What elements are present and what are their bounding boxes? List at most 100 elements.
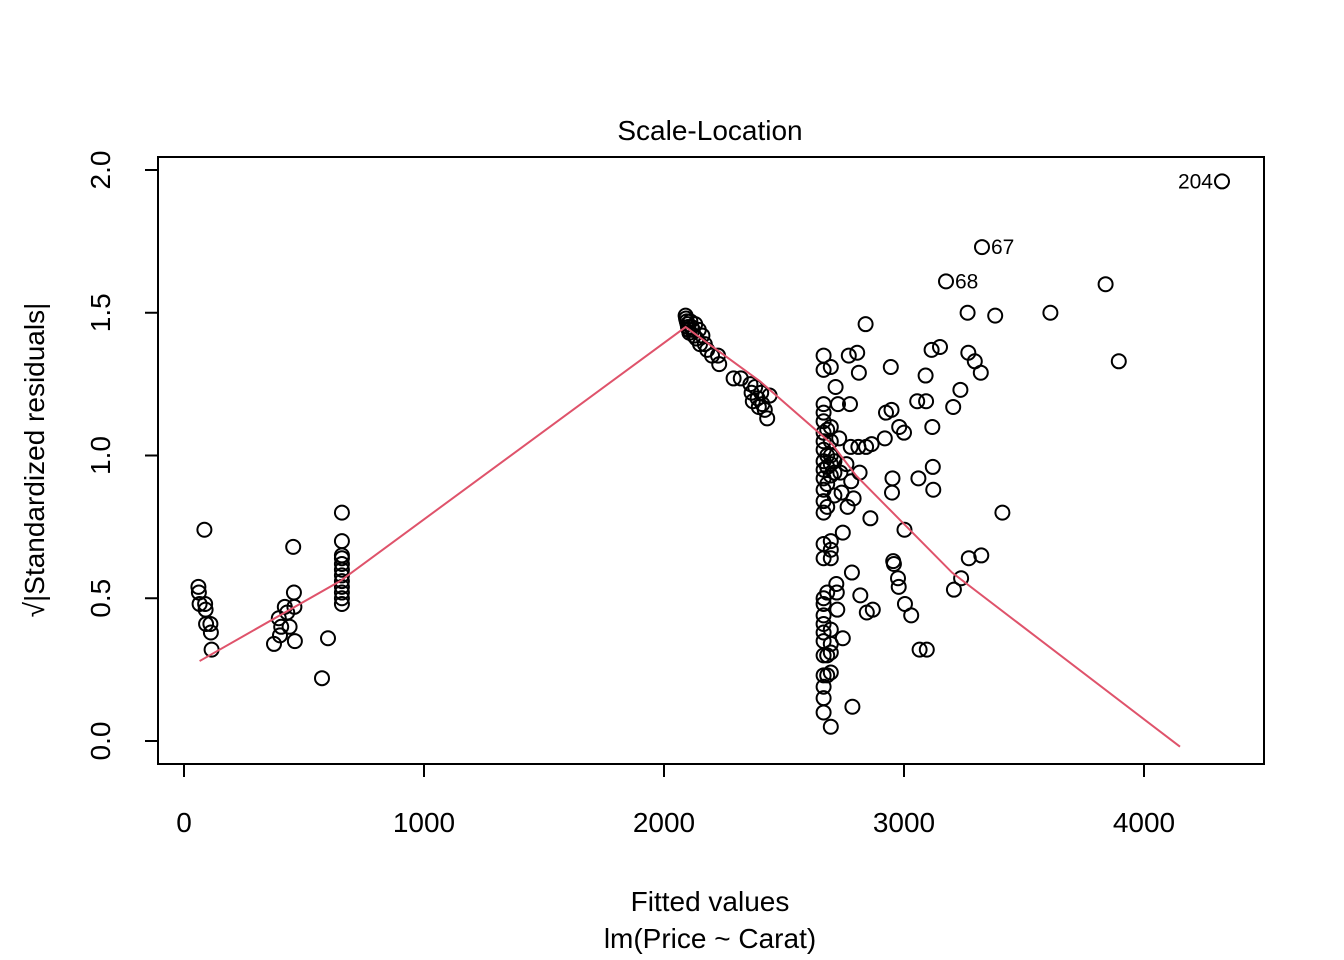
data-point xyxy=(333,595,350,612)
data-point xyxy=(828,584,845,601)
data-point xyxy=(333,590,350,607)
data-point xyxy=(911,641,928,658)
y-tick-label: 1.0 xyxy=(85,436,116,475)
data-point xyxy=(822,644,839,661)
data-point xyxy=(333,555,350,572)
data-point xyxy=(834,630,851,647)
plot-frame xyxy=(157,156,1265,765)
data-point xyxy=(822,467,839,484)
data-point xyxy=(822,718,839,735)
data-point xyxy=(711,356,728,373)
y-axis: 0.0 0.5 1.0 1.5 2.0 xyxy=(85,151,159,760)
data-point xyxy=(924,418,941,435)
data-point xyxy=(959,304,976,321)
x-tick-label: 3000 xyxy=(873,807,935,838)
data-point xyxy=(196,521,213,538)
data-point xyxy=(320,630,336,647)
data-point xyxy=(822,550,839,567)
data-point xyxy=(815,595,832,612)
x-tick-label: 4000 xyxy=(1113,807,1175,838)
outlier-label: 204 xyxy=(1178,170,1213,193)
data-point xyxy=(333,584,350,601)
data-point xyxy=(923,341,940,358)
data-point xyxy=(1042,304,1059,321)
data-point xyxy=(190,578,207,595)
data-point xyxy=(202,624,219,641)
data-point xyxy=(822,533,839,550)
data-point xyxy=(884,484,900,501)
data-point xyxy=(842,396,858,413)
data-point xyxy=(285,584,302,601)
data-point xyxy=(838,456,855,473)
chart-title: Scale-Location xyxy=(617,115,802,146)
data-point xyxy=(815,607,832,624)
data-points xyxy=(190,173,1230,735)
data-point xyxy=(815,361,832,378)
data-point xyxy=(918,393,935,410)
data-point xyxy=(890,570,906,587)
x-axis: 0 1000 2000 3000 4000 xyxy=(176,763,1175,838)
point-labels: 204 67 68 xyxy=(955,170,1213,293)
data-point xyxy=(843,473,860,490)
y-axis-label: √|Standardized residuals| xyxy=(19,303,50,618)
data-point xyxy=(876,430,893,447)
data-point xyxy=(917,367,934,384)
data-point xyxy=(815,433,832,450)
data-point xyxy=(822,358,839,375)
x-tick-label: 0 xyxy=(176,807,192,838)
y-tick-label: 0.5 xyxy=(85,579,116,618)
data-point xyxy=(857,316,874,333)
data-point xyxy=(850,364,867,381)
data-point xyxy=(910,470,927,487)
data-point xyxy=(938,273,954,290)
data-point xyxy=(849,344,866,361)
data-point xyxy=(1214,173,1230,190)
y-tick-label: 2.0 xyxy=(85,151,116,190)
data-point xyxy=(286,598,303,615)
data-point xyxy=(273,618,290,635)
data-point xyxy=(819,476,836,493)
data-point xyxy=(826,487,843,504)
data-point xyxy=(896,424,912,441)
data-point xyxy=(903,607,920,624)
smooth-trend-line xyxy=(199,325,1181,748)
outlier-label: 67 xyxy=(991,236,1014,259)
data-point xyxy=(272,627,288,644)
data-point xyxy=(333,533,350,550)
data-point xyxy=(725,370,742,387)
y-tick-label: 1.5 xyxy=(85,293,116,332)
data-point xyxy=(896,521,913,538)
data-point xyxy=(815,704,832,721)
data-point xyxy=(864,601,881,618)
data-point xyxy=(819,421,836,438)
x-tick-label: 1000 xyxy=(393,807,455,838)
data-point xyxy=(834,524,851,541)
data-point xyxy=(333,561,350,578)
data-point xyxy=(843,564,860,581)
data-point xyxy=(882,358,899,375)
data-point xyxy=(286,633,303,650)
data-point xyxy=(314,670,330,687)
x-axis-sublabel: lm(Price ~ Carat) xyxy=(604,923,816,954)
data-point xyxy=(987,307,1004,324)
data-point xyxy=(925,481,942,498)
data-point xyxy=(918,641,935,658)
data-point xyxy=(822,456,839,473)
data-point xyxy=(909,393,926,410)
data-point xyxy=(819,584,836,601)
data-point xyxy=(840,347,857,364)
data-point xyxy=(994,504,1011,521)
data-point xyxy=(827,378,844,395)
data-point xyxy=(826,464,843,481)
data-point xyxy=(828,575,845,592)
data-point xyxy=(883,401,900,418)
data-point xyxy=(1110,353,1127,370)
data-point xyxy=(844,698,861,715)
data-point xyxy=(972,364,989,381)
data-point xyxy=(830,396,846,413)
data-point xyxy=(197,595,214,612)
data-point xyxy=(945,398,962,415)
data-point xyxy=(753,384,770,401)
data-point xyxy=(974,239,990,256)
